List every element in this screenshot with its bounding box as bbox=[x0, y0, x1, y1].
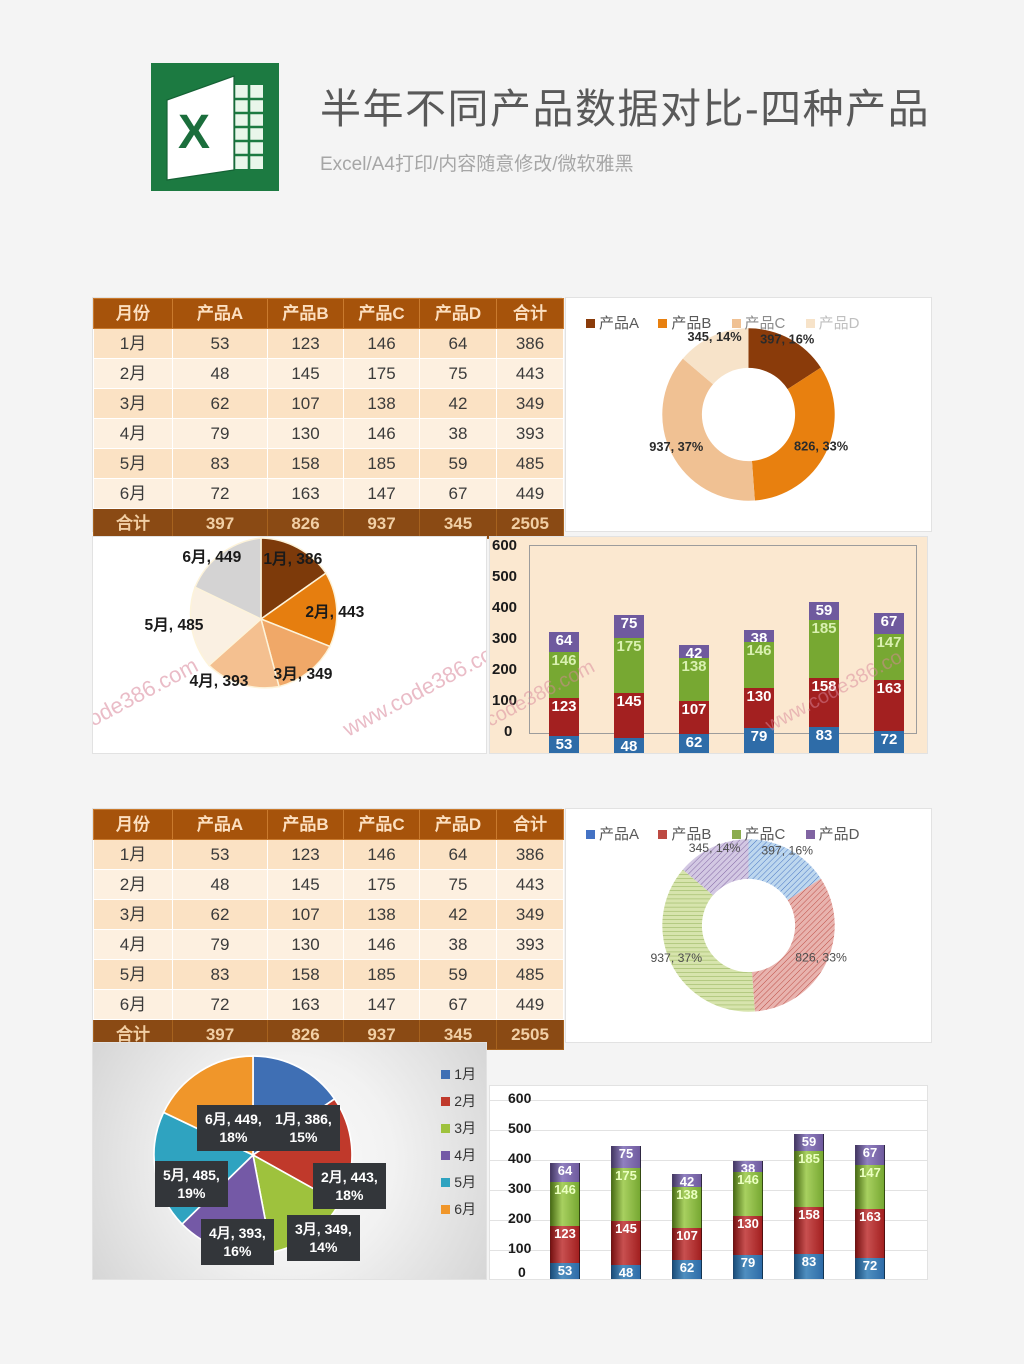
svg-text:826, 33%: 826, 33% bbox=[794, 439, 849, 454]
svg-text:3月, 349: 3月, 349 bbox=[274, 665, 333, 683]
svg-text:5月, 485: 5月, 485 bbox=[145, 616, 204, 634]
svg-text:826, 33%: 826, 33% bbox=[795, 951, 847, 965]
svg-text:1月, 386: 1月, 386 bbox=[263, 550, 322, 568]
svg-text:937, 37%: 937, 37% bbox=[650, 951, 702, 965]
svg-text:397, 16%: 397, 16% bbox=[760, 331, 815, 346]
svg-text:6月, 449: 6月, 449 bbox=[182, 548, 241, 566]
svg-text:X: X bbox=[178, 106, 210, 159]
svg-text:937, 37%: 937, 37% bbox=[649, 439, 704, 454]
svg-text:4月, 393: 4月, 393 bbox=[190, 672, 249, 690]
svg-text:397, 16%: 397, 16% bbox=[761, 843, 813, 857]
svg-text:2月, 443: 2月, 443 bbox=[305, 603, 364, 621]
